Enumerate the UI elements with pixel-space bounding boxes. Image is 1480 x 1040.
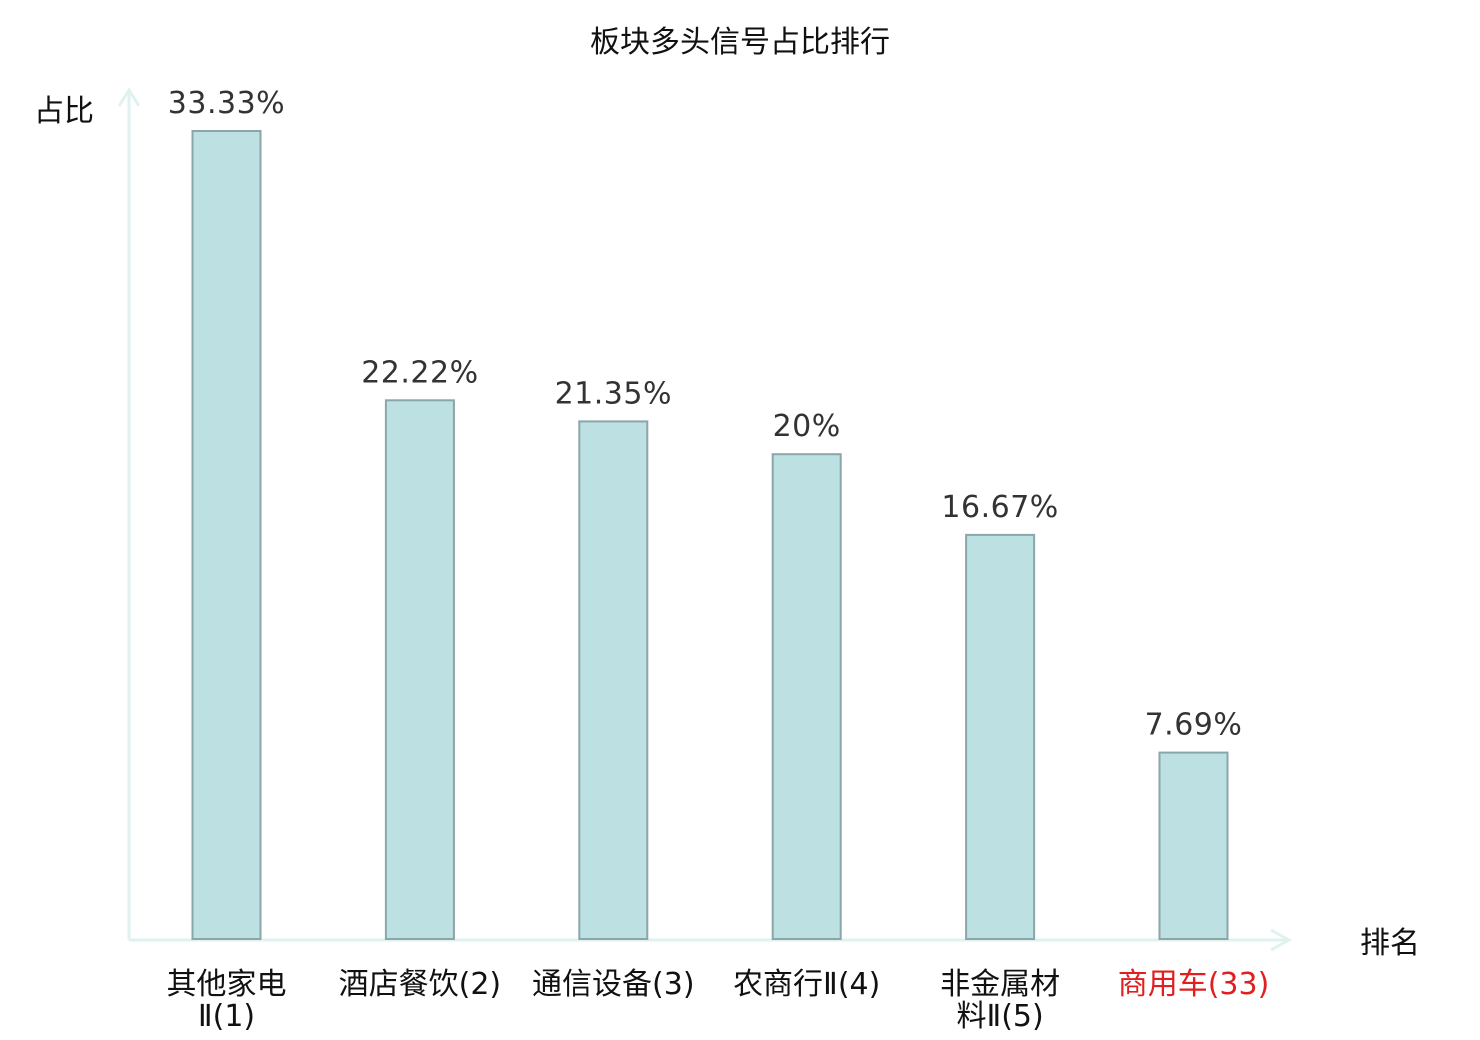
bar-1	[191, 130, 262, 940]
axes	[117, 87, 1293, 952]
category-label-line: 商用车(33)	[1118, 967, 1270, 1002]
value-label-2: 22.22%	[361, 355, 478, 390]
category-label-line: Ⅱ(1)	[198, 999, 255, 1034]
category-label-1: 其他家电 Ⅱ(1)	[167, 967, 287, 1034]
category-label-5: 非金属材料Ⅱ(5)	[940, 967, 1060, 1034]
bars-group	[191, 130, 1229, 941]
category-label-line: 非金属材	[940, 967, 1060, 1002]
value-label-4: 20%	[773, 409, 841, 444]
category-label-2: 酒店餐饮(2)	[339, 967, 502, 1002]
category-label-6: 商用车(33)	[1118, 967, 1270, 1002]
y-axis-label: 占比	[34, 94, 94, 129]
category-label-4: 农商行Ⅱ(4)	[733, 967, 880, 1002]
bar-3	[578, 420, 649, 940]
value-labels-group: 33.33% 22.22% 21.35% 20% 16.67% 7.69%	[168, 86, 1243, 743]
category-label-line: 酒店餐饮(2)	[339, 967, 502, 1002]
bar-4	[771, 453, 842, 940]
category-labels-group: 其他家电 Ⅱ(1) 酒店餐饮(2) 通信设备(3) 农商行Ⅱ(4) 非金属材料Ⅱ(5) 商用…	[167, 967, 1270, 1034]
category-label-line: 其他家电	[167, 967, 287, 1002]
value-label-5: 16.67%	[941, 490, 1058, 525]
category-label-3: 通信设备(3)	[532, 967, 695, 1002]
category-label-line: 料Ⅱ(5)	[956, 999, 1043, 1034]
category-label-line: 通信设备(3)	[532, 967, 695, 1002]
category-label-line: 农商行Ⅱ(4)	[733, 967, 880, 1002]
y-axis-arrow-icon	[117, 87, 141, 107]
value-label-3: 21.35%	[555, 376, 672, 411]
chart-title: 板块多头信号占比排行	[590, 25, 890, 60]
value-label-6: 7.69%	[1145, 708, 1243, 743]
bar-6	[1158, 751, 1229, 940]
x-axis-arrow-icon	[1270, 928, 1293, 952]
value-label-1: 33.33%	[168, 86, 285, 121]
bar-5	[965, 533, 1036, 941]
bar-2	[384, 399, 455, 940]
x-axis-label: 排名	[1360, 926, 1420, 961]
